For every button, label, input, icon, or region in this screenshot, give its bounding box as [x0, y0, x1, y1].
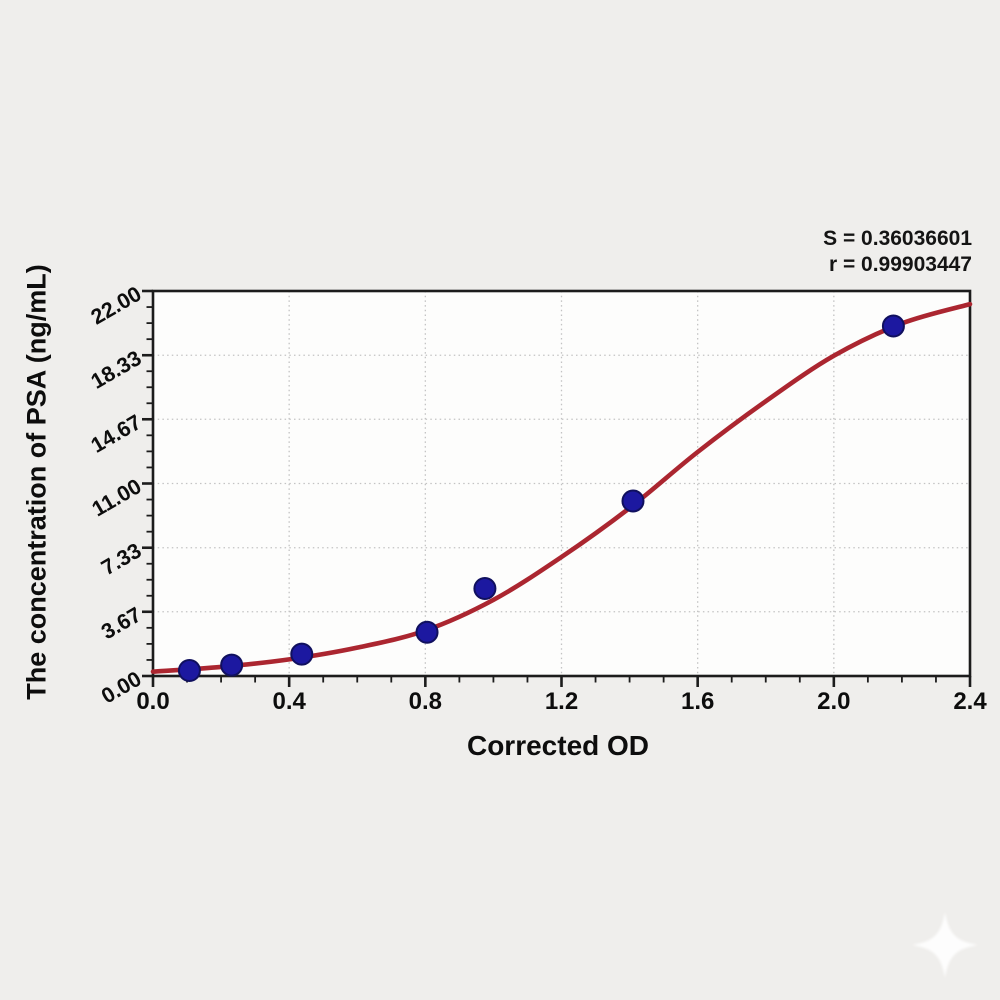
x-tick-label: 1.6 — [681, 688, 714, 715]
sparkle-watermark-icon — [912, 912, 978, 978]
x-tick-label: 1.2 — [545, 688, 578, 715]
y-tick-label: 22.00 — [87, 282, 146, 330]
data-point — [473, 577, 497, 600]
fit-curve — [150, 301, 973, 674]
y-axis-title: The concentration of PSA (ng/mL) — [21, 264, 52, 700]
x-axis-title: Corrected OD — [466, 730, 650, 761]
data-point — [290, 642, 314, 666]
y-tick-label: 18.33 — [87, 346, 146, 394]
data-point — [621, 489, 645, 513]
x-tick-label: 0.0 — [136, 688, 169, 715]
y-tick-label: 11.00 — [88, 474, 146, 521]
x-tick-label: 0.8 — [409, 688, 442, 715]
y-tick-label: 7.33 — [97, 538, 145, 580]
s-value: S = 0.36036601 — [823, 227, 972, 250]
r-value: r = 0.99903447 — [828, 253, 972, 276]
data-point — [177, 659, 201, 683]
data-point — [220, 653, 244, 677]
y-tick-label: 3.67 — [97, 603, 145, 645]
data-point — [881, 314, 905, 338]
x-tick-label: 0.4 — [272, 688, 306, 715]
fit-statistics: S = 0.36036601 r = 0.99903447 — [823, 226, 972, 278]
x-tick-label: 2.0 — [817, 688, 850, 715]
data-point — [415, 620, 439, 644]
y-tick-label: 14.67 — [87, 410, 146, 458]
x-tick-label: 2.4 — [953, 688, 987, 715]
